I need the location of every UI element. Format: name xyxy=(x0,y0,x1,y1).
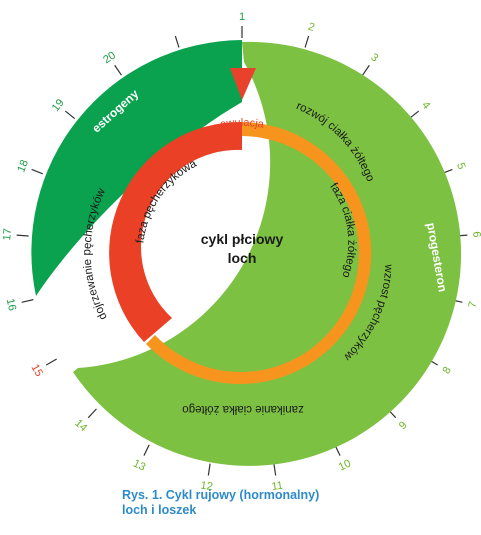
day-label-10: 10 xyxy=(337,457,353,473)
day-label-1: 1 xyxy=(239,11,245,23)
day-label-18: 18 xyxy=(15,158,31,174)
day-tick xyxy=(87,408,97,419)
day-tick xyxy=(207,463,211,476)
luteal-regression-label: zanikanie ciałka żółtego xyxy=(182,403,303,415)
center-title-line1: cykl płciowy xyxy=(201,231,284,247)
figure-caption: Rys. 1. Cykl rujowy (hormonalny) loch i … xyxy=(122,488,319,518)
day-label-8: 8 xyxy=(441,365,454,376)
day-tick xyxy=(21,299,34,303)
caption-line2: loch i loszek xyxy=(122,503,197,517)
day-tick xyxy=(114,64,122,76)
day-tick xyxy=(273,463,277,476)
day-tick xyxy=(31,168,44,175)
day-label-20: 20 xyxy=(101,49,118,66)
day-label-7: 7 xyxy=(467,300,480,309)
day-tick xyxy=(362,64,370,76)
day-label-2: 2 xyxy=(307,21,316,34)
day-label-14: 14 xyxy=(72,417,89,434)
day-label-13: 13 xyxy=(131,457,147,473)
day-tick xyxy=(143,444,150,456)
day-tick xyxy=(64,110,76,120)
caption-line1: Rys. 1. Cykl rujowy (hormonalny) xyxy=(122,488,320,502)
day-tick xyxy=(45,358,57,366)
day-label-4: 4 xyxy=(419,99,432,111)
day-label-6: 6 xyxy=(470,231,481,238)
day-label-9: 9 xyxy=(397,419,410,432)
day-label-3: 3 xyxy=(368,51,380,64)
center-title-line2: loch xyxy=(228,250,257,266)
ovulation-arrow-icon xyxy=(230,68,256,100)
day-label-15: 15 xyxy=(28,362,45,379)
luteal-phase-ring xyxy=(146,122,372,384)
day-label-11: 11 xyxy=(271,480,284,494)
day-tick xyxy=(174,35,180,48)
day-label-12: 12 xyxy=(200,480,214,494)
day-tick xyxy=(304,35,310,48)
day-label-16: 16 xyxy=(4,297,18,312)
follicular-phase-ring xyxy=(109,121,242,343)
day-tick xyxy=(16,234,29,237)
day-label-17: 17 xyxy=(1,228,14,241)
ovulation-label: owulacja xyxy=(219,117,265,131)
estrogen-band xyxy=(31,40,243,296)
day-label-19: 19 xyxy=(50,97,67,114)
day-label-5: 5 xyxy=(454,161,467,171)
